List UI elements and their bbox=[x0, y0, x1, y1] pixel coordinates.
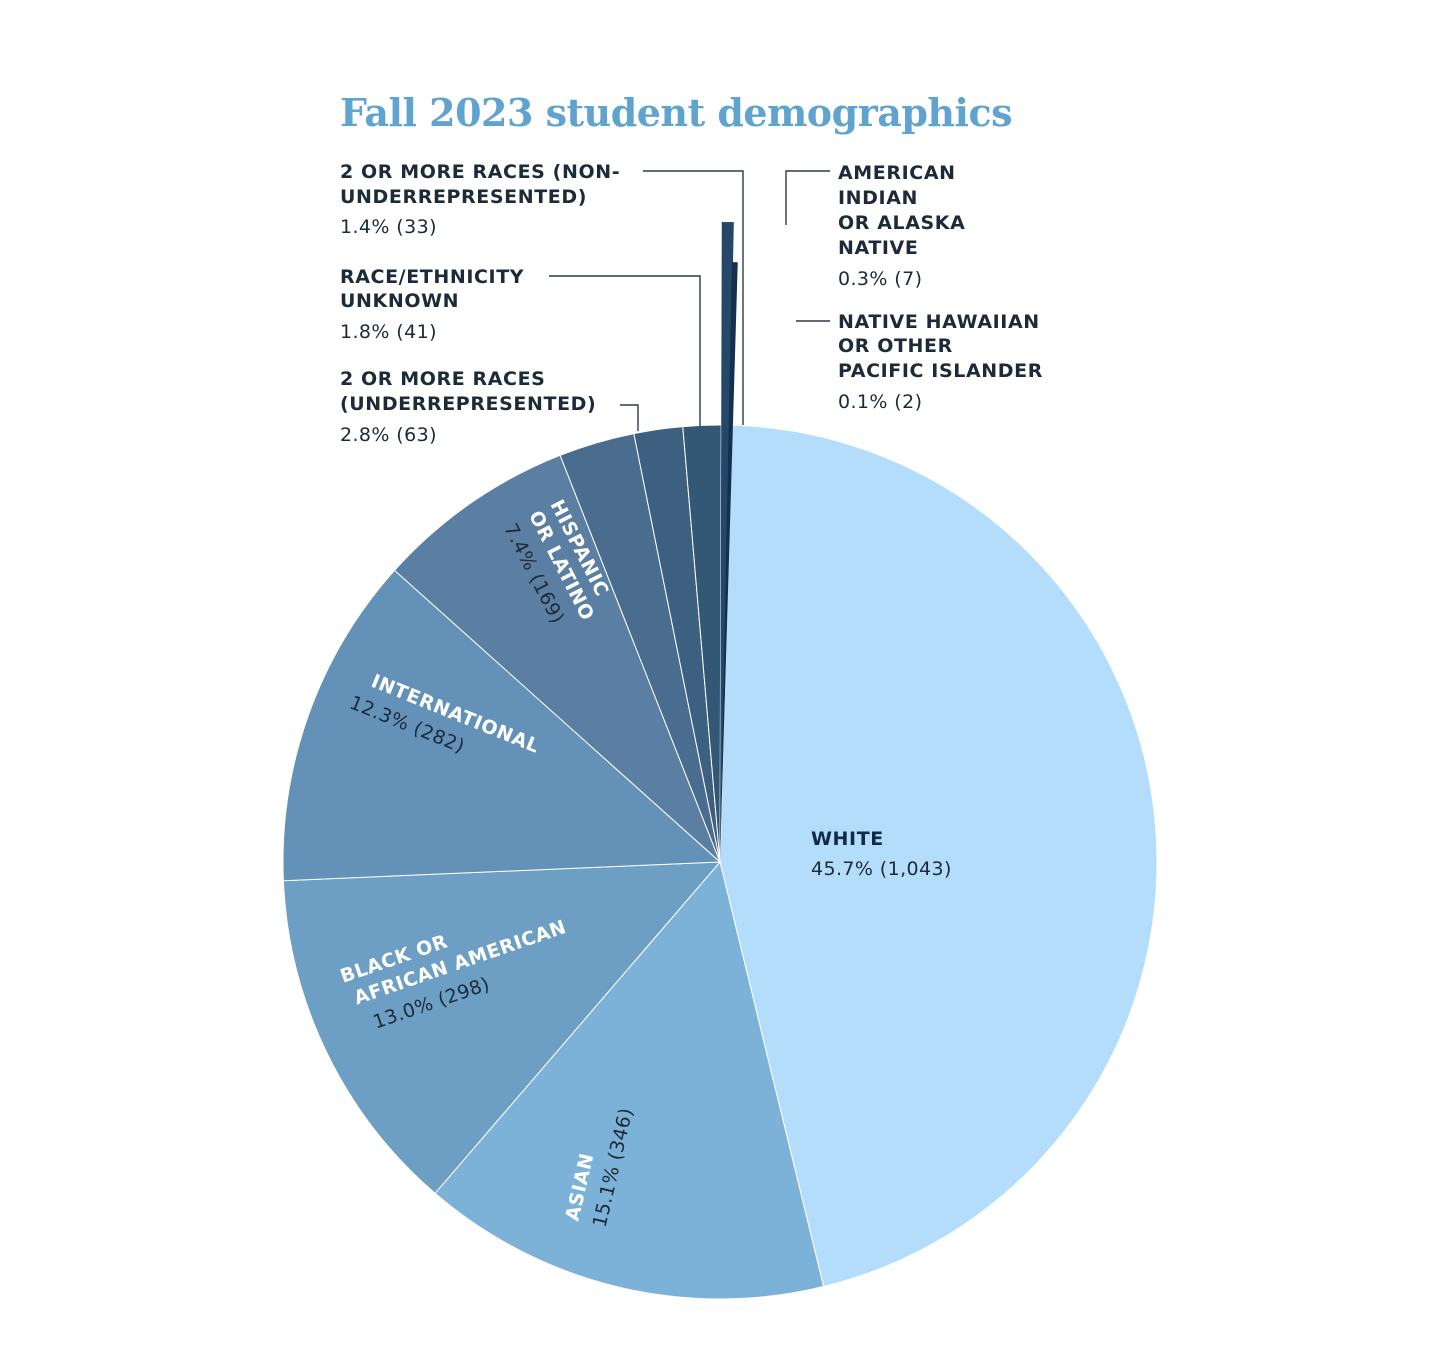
leader-line-two-under bbox=[620, 404, 639, 431]
slice-black-or-african-american bbox=[282, 861, 722, 1195]
label-amind-line-2: INDIAN bbox=[838, 187, 918, 209]
label-amind: AMERICAN INDIAN OR ALASKA NATIVE 0.3% (7… bbox=[838, 162, 965, 290]
label-unknown-line-2: UNKNOWN bbox=[340, 290, 459, 312]
leader-lines bbox=[549, 170, 830, 431]
leader-line-two-non bbox=[643, 170, 744, 425]
label-amind-line-4: NATIVE bbox=[838, 237, 918, 259]
slice-2-or-more-races-non-underrepresented bbox=[682, 424, 722, 863]
label-nhpi-value: 0.1% (2) bbox=[838, 391, 922, 413]
label-two-non: 2 OR MORE RACES (NON- UNDERREPRESENTED) … bbox=[340, 161, 620, 238]
pie-slices bbox=[282, 424, 1158, 1300]
label-amind-line-1: AMERICAN bbox=[838, 162, 956, 184]
slice-hispanic-or-latino bbox=[393, 454, 721, 863]
label-two-non-value: 1.4% (33) bbox=[340, 216, 437, 238]
label-unknown-value: 1.8% (41) bbox=[340, 321, 437, 343]
label-two-under: 2 OR MORE RACES (UNDERREPRESENTED) 2.8% … bbox=[340, 368, 596, 446]
label-nhpi-line-2: OR OTHER bbox=[838, 335, 953, 357]
slice-white bbox=[719, 424, 1158, 1288]
leader-line-amind bbox=[785, 170, 830, 225]
slice-international bbox=[282, 569, 722, 882]
label-two-under-line-1: 2 OR MORE RACES bbox=[340, 368, 545, 390]
label-two-non-line-1: 2 OR MORE RACES (NON- bbox=[340, 161, 620, 183]
label-white-value: 45.7% (1,043) bbox=[811, 858, 952, 880]
label-amind-line-3: OR ALASKA bbox=[838, 212, 965, 234]
chart-title: Fall 2023 student demographics bbox=[340, 90, 1012, 135]
leader-line-unknown bbox=[549, 275, 701, 426]
label-nhpi-line-3: PACIFIC ISLANDER bbox=[838, 360, 1043, 382]
slice-asian bbox=[434, 860, 825, 1300]
label-unknown-line-1: RACE/ETHNICITY bbox=[340, 266, 524, 288]
label-nhpi: NATIVE HAWAIIAN OR OTHER PACIFIC ISLANDE… bbox=[838, 311, 1043, 413]
label-two-under-line-2: (UNDERREPRESENTED) bbox=[340, 393, 596, 415]
label-white-line-1: WHITE bbox=[811, 828, 884, 850]
label-two-non-line-2: UNDERREPRESENTED) bbox=[340, 186, 587, 208]
label-unknown: RACE/ETHNICITY UNKNOWN 1.8% (41) bbox=[340, 266, 524, 343]
label-two-under-value: 2.8% (63) bbox=[340, 424, 437, 446]
label-nhpi-line-1: NATIVE HAWAIIAN bbox=[838, 311, 1040, 333]
slice-native-hawaiian-or-other-pacific-islander bbox=[720, 262, 738, 862]
label-amind-value: 0.3% (7) bbox=[838, 268, 922, 290]
pulled-out-slices bbox=[720, 222, 738, 862]
label-white: WHITE 45.7% (1,043) bbox=[811, 828, 952, 880]
